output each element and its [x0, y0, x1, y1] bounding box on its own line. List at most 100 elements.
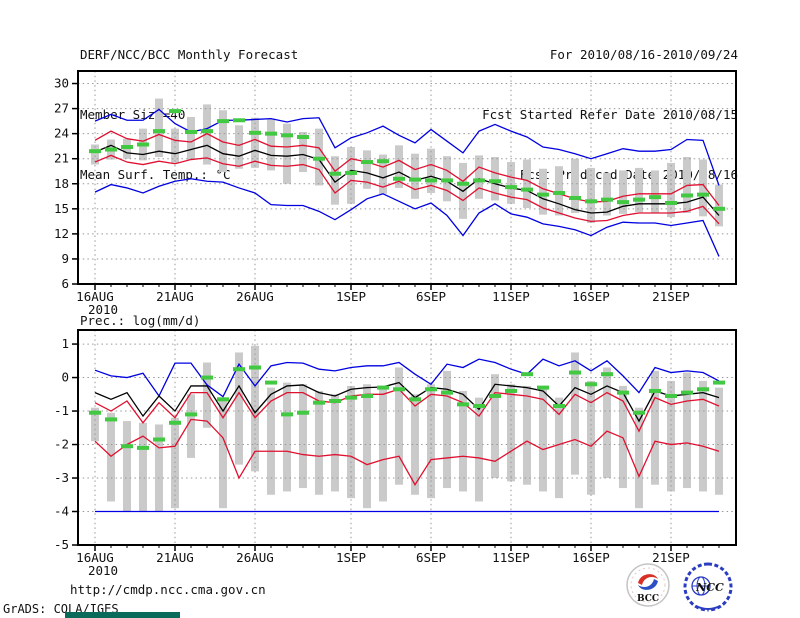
y-tick-label: -5 — [54, 537, 69, 552]
ensemble-spread-bar — [475, 155, 483, 199]
x-tick-label: 1SEP — [336, 550, 366, 565]
ensemble-spread-bar — [523, 159, 531, 208]
x-tick-label: 21SEP — [652, 550, 690, 565]
ensemble-spread-bar — [187, 394, 195, 458]
x-tick-sublabel: 2010 — [88, 302, 118, 317]
ensemble-spread-bar — [603, 172, 611, 216]
forecast-range-label: For 2010/08/16-2010/09/24 — [549, 47, 738, 62]
bcc-logo-text-ring — [630, 567, 666, 603]
ensemble-spread-bar — [363, 150, 371, 189]
ensemble-spread-bar — [219, 397, 227, 509]
ensemble-spread-bar — [411, 153, 419, 199]
ensemble-spread-bar — [395, 367, 403, 485]
bcc-logo-ring — [626, 563, 670, 607]
ncc-banner-icon — [695, 605, 721, 610]
ensemble-spread-bar — [507, 162, 515, 204]
ensemble-spread-bar — [363, 384, 371, 509]
x-tick-sublabel: 2010 — [88, 563, 118, 578]
y-tick-label: 1 — [61, 336, 69, 351]
y-tick-label: 18 — [54, 176, 69, 191]
ensemble-spread-bar — [571, 352, 579, 475]
ensemble-spread-bar — [299, 131, 307, 173]
x-tick-label: 16AUG — [76, 550, 114, 565]
ensemble-spread-bar — [539, 389, 547, 492]
ensemble-spread-bar — [571, 158, 579, 213]
x-tick-label: 16SEP — [572, 550, 610, 565]
ensemble-spread-bar — [635, 167, 643, 213]
y-tick-label: 0 — [61, 370, 69, 385]
y-tick-label: -2 — [54, 437, 69, 452]
page-title: DERF/NCC/BCC Monthly Forecast — [80, 47, 299, 62]
ensemble-spread-bar — [139, 422, 147, 512]
source-url: http://cmdp.ncc.cma.gov.cn — [70, 582, 266, 597]
ensemble-spread-bar — [699, 380, 707, 492]
ensemble-spread-bar — [475, 397, 483, 502]
ensemble-spread-bar — [155, 424, 163, 512]
ensemble-spread-bar — [331, 156, 339, 205]
ensemble-spread-bar — [715, 387, 723, 495]
ensemble-max-line — [94, 358, 720, 398]
x-tick-label: 6SEP — [416, 550, 446, 565]
x-tick-label: 21AUG — [156, 550, 194, 565]
ensemble-spread-bar — [651, 370, 659, 485]
ensemble-spread-bar — [667, 162, 675, 218]
ncc-logo: NCC — [683, 562, 733, 612]
y-tick-label: -3 — [54, 470, 69, 485]
ensemble-spread-bar — [315, 390, 323, 495]
ensemble-spread-bar — [91, 144, 99, 165]
ensemble-spread-bar — [603, 367, 611, 479]
ensemble-spread-bar — [667, 380, 675, 492]
ensemble-spread-bar — [523, 385, 531, 485]
ensemble-spread-bar — [267, 118, 275, 171]
ensemble-spread-bar — [491, 374, 499, 479]
ensemble-spread-bar — [491, 157, 499, 201]
ensemble-spread-bar — [635, 407, 643, 509]
ensemble-spread-bar — [699, 159, 707, 217]
y-tick-label: 9 — [61, 251, 69, 266]
ncc-logo-label: NCC — [695, 581, 724, 594]
ensemble-spread-bar — [443, 370, 451, 489]
ensemble-spread-bar — [235, 352, 243, 465]
ensemble-spread-bar — [203, 104, 211, 165]
ensemble-spread-bar — [683, 372, 691, 489]
ensemble-spread-bar — [619, 385, 627, 489]
ensemble-spread-bar — [651, 170, 659, 213]
y-tick-label: 6 — [61, 276, 69, 291]
upper-quartile-line — [94, 130, 720, 206]
ensemble-spread-bar — [331, 394, 339, 492]
ensemble-spread-bar — [155, 98, 163, 158]
ensemble-spread-bar — [507, 384, 515, 482]
upper-quartile-line — [94, 388, 720, 433]
y-tick-label: -4 — [54, 504, 69, 519]
bcc-blue-swoosh-icon — [638, 579, 658, 590]
x-tick-label: 26AUG — [236, 289, 274, 304]
ensemble-spread-bar — [555, 166, 563, 216]
ensemble-spread-bar — [539, 168, 547, 215]
lower-quartile-line — [94, 418, 720, 486]
ensemble-spread-bar — [235, 125, 243, 169]
y-tick-label: 15 — [54, 201, 69, 216]
lower-quartile-line — [94, 154, 720, 225]
y-tick-label: 27 — [54, 101, 69, 116]
ncc-globe-meridian-icon — [696, 576, 706, 596]
ensemble-spread-bar — [123, 421, 131, 512]
ensemble-spread-bar — [219, 110, 227, 173]
x-tick-label: 11SEP — [492, 289, 530, 304]
ensemble-spread-bar — [187, 116, 195, 160]
x-tick-label: 6SEP — [416, 289, 446, 304]
ensemble-min-line — [94, 178, 720, 257]
x-tick-label: 21AUG — [156, 289, 194, 304]
ensemble-spread-bar — [715, 184, 723, 227]
y-tick-label: -1 — [54, 403, 69, 418]
precip-chart-label: Prec.: log(mm/d) — [80, 313, 201, 328]
y-tick-label: 24 — [54, 126, 69, 141]
y-tick-label: 30 — [54, 76, 69, 91]
logos: BCC NCC — [626, 562, 733, 612]
chart-frame — [77, 329, 737, 546]
y-tick-label: 21 — [54, 151, 69, 166]
x-tick-label: 16SEP — [572, 289, 610, 304]
ensemble-spread-bar — [283, 123, 291, 184]
